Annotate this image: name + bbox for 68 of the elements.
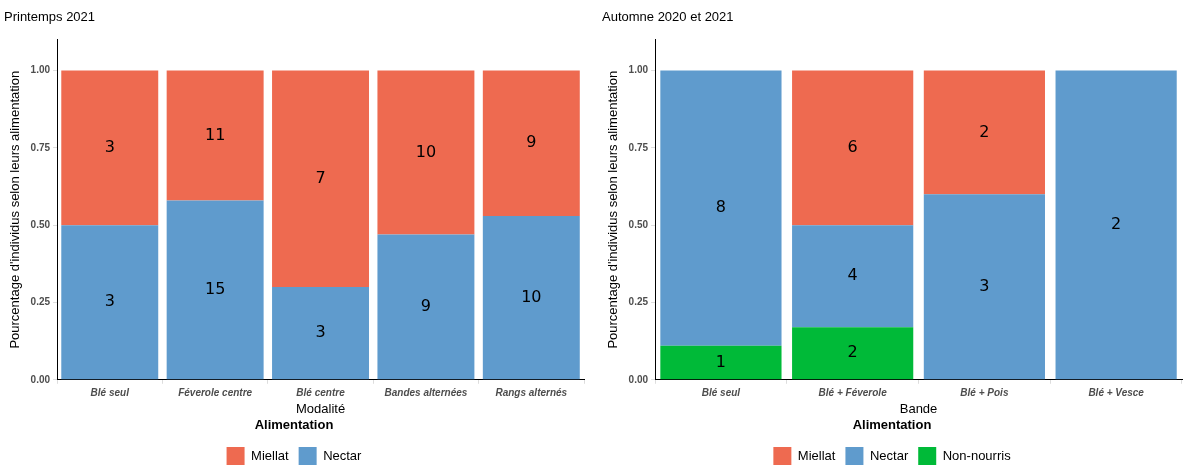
bar — [1055, 70, 1177, 380]
annotation: 15 — [204, 279, 226, 299]
annotation: 2 — [847, 342, 858, 362]
legend-label: Non-nourris — [942, 447, 1012, 463]
chart-title: Printemps 2021 — [4, 9, 96, 25]
x-tick-label: Blé + Féverole — [818, 386, 888, 398]
annotation: 3 — [104, 291, 115, 311]
legend-title: Alimentation — [852, 417, 932, 433]
annotation: 2 — [1111, 214, 1122, 234]
annotation: 8 — [715, 197, 727, 217]
x-tick-label: Bandes alternées — [384, 386, 468, 398]
bar — [166, 70, 264, 201]
bar — [61, 70, 159, 226]
x-tick-label: Blé + Vesce — [1088, 386, 1145, 398]
x-tick-label: Blé centre — [296, 386, 346, 398]
annotation: 3 — [979, 275, 990, 295]
bar — [923, 194, 1045, 380]
legend-label: Nectar — [323, 447, 363, 463]
legend-label: Miellat — [797, 447, 836, 463]
annotation: 3 — [104, 137, 115, 156]
annotation: 2 — [979, 121, 990, 141]
bar — [482, 70, 580, 216]
y-tick-label: 0.00 — [628, 373, 649, 385]
bar — [482, 215, 580, 380]
y-tick-label: 0.50 — [30, 218, 51, 230]
y-tick-label: 0.00 — [30, 373, 51, 385]
y-axis-title: Pourcentage d'individus selon leurs alimentation — [605, 70, 621, 349]
x-tick-label: Blé seul — [701, 386, 741, 398]
y-tick-label: 0.75 — [30, 141, 51, 153]
y-tick-label: 1.00 — [628, 64, 649, 76]
x-axis-title: Bande — [899, 401, 938, 417]
bar — [377, 234, 475, 380]
y-tick-label: 0.25 — [628, 296, 649, 308]
y-axis-title: Pourcentage d'individus selon leurs alimentation — [7, 70, 23, 349]
bar — [660, 70, 782, 346]
annotation: 4 — [847, 265, 858, 285]
bar — [792, 225, 914, 328]
bar — [923, 70, 1045, 195]
bar — [272, 70, 370, 288]
annotation: 7 — [315, 167, 326, 187]
annotation: 6 — [847, 137, 858, 156]
x-tick-label: Féverole centre — [178, 386, 253, 398]
chart-title: Automne 2020 et 2021 — [602, 9, 734, 25]
annotation: 3 — [315, 322, 326, 342]
bar — [792, 70, 914, 226]
legend-label: Miellat — [251, 447, 290, 463]
legend-label: Nectar — [869, 447, 909, 463]
annotation: 1 — [715, 351, 727, 371]
bar — [272, 287, 370, 380]
y-tick-label: 1.00 — [30, 64, 51, 76]
legend-title: Alimentation — [254, 417, 334, 433]
bar — [377, 70, 475, 235]
annotation: 11 — [204, 124, 226, 144]
annotation: 10 — [521, 286, 542, 306]
bar — [792, 327, 914, 380]
bar — [660, 345, 782, 380]
y-tick-label: 0.50 — [628, 218, 649, 230]
x-tick-label: Blé seul — [90, 386, 130, 398]
annotation: 10 — [415, 141, 437, 161]
x-tick-label: Blé + Pois — [960, 386, 1009, 398]
x-axis-title: Modalité — [295, 401, 346, 417]
y-tick-label: 0.75 — [628, 141, 649, 153]
bar — [166, 200, 264, 380]
annotation: 9 — [420, 296, 432, 316]
y-tick-label: 0.25 — [30, 296, 51, 308]
annotation: 9 — [526, 132, 537, 152]
bar — [61, 225, 159, 380]
x-tick-label: Rangs alternés — [495, 386, 568, 398]
